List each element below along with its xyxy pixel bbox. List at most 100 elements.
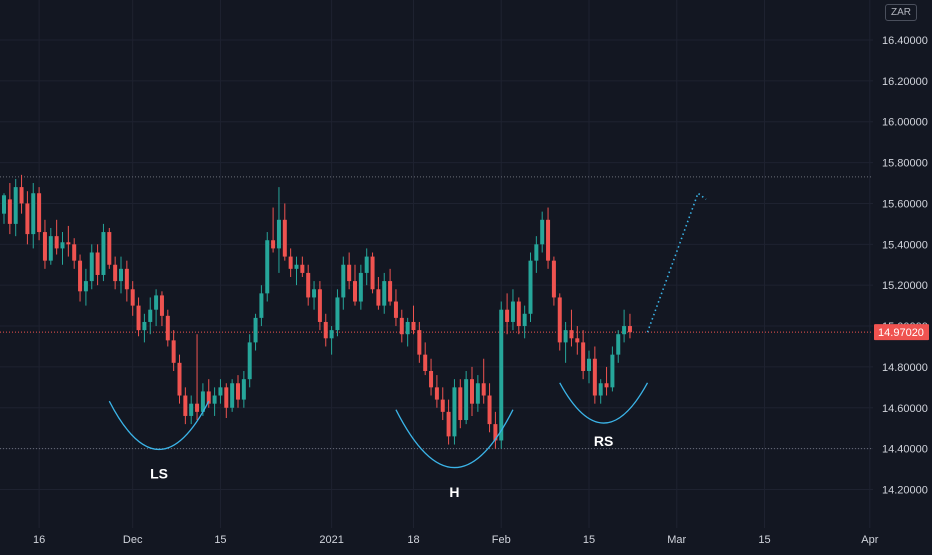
x-tick-label: 15	[214, 534, 226, 546]
y-tick-label: 15.20000	[882, 280, 928, 292]
candle	[534, 236, 539, 273]
candle-body	[347, 264, 352, 282]
candle-body	[306, 272, 311, 298]
candle-body	[212, 395, 217, 404]
y-tick-label: 16.20000	[882, 76, 928, 88]
y-tick-label: 14.40000	[882, 444, 928, 456]
candle	[78, 254, 83, 302]
candle-body	[54, 236, 59, 249]
candle	[592, 346, 597, 404]
candle-body	[271, 240, 276, 249]
candle	[446, 399, 451, 445]
candle	[136, 297, 141, 337]
candle	[183, 387, 188, 425]
candle-body	[317, 289, 322, 322]
candle-body	[294, 264, 299, 269]
candle-body	[563, 330, 568, 343]
candle	[19, 174, 24, 214]
candle-body	[429, 370, 434, 388]
candle	[101, 223, 106, 282]
candle	[627, 313, 632, 339]
currency-button[interactable]: ZAR	[885, 4, 917, 21]
candle-body	[353, 281, 357, 302]
grid-lines	[0, 0, 873, 528]
candle-body	[358, 272, 363, 302]
candle	[195, 334, 200, 421]
candle-body	[154, 295, 159, 310]
candle	[165, 309, 170, 347]
candle-body	[534, 244, 539, 261]
candle-body	[200, 391, 205, 412]
candle-body	[107, 232, 112, 265]
candle-body	[189, 403, 194, 416]
candle-body	[493, 424, 498, 441]
candle-body	[195, 403, 200, 412]
y-tick-label: 15.80000	[882, 158, 928, 170]
candle	[142, 313, 147, 343]
candle-body	[505, 309, 510, 322]
candle	[206, 379, 211, 408]
candle-body	[370, 256, 375, 290]
candle	[376, 277, 381, 310]
rs-curve	[559, 382, 649, 424]
candle-body	[119, 268, 123, 282]
candle-body	[48, 236, 53, 261]
candle	[458, 379, 463, 429]
candle	[119, 256, 123, 294]
candle-body	[598, 383, 603, 396]
h-curve	[395, 409, 514, 468]
candle	[341, 256, 346, 310]
candle	[218, 379, 223, 404]
y-tick-label: 16.40000	[882, 35, 928, 47]
candle	[154, 289, 159, 327]
candle	[604, 366, 609, 396]
candle-body	[587, 358, 591, 371]
candle-body	[393, 301, 398, 318]
candle-body	[434, 387, 439, 400]
x-tick-label: Mar	[667, 534, 686, 546]
candle	[212, 387, 217, 416]
candle-body	[622, 326, 627, 335]
candle	[499, 301, 504, 449]
candle	[230, 379, 235, 412]
candle	[411, 305, 416, 335]
candle-body	[312, 289, 317, 298]
candle	[358, 264, 363, 310]
candle-body	[66, 242, 71, 245]
x-tick-label: 16	[33, 534, 45, 546]
candle-body	[575, 338, 580, 343]
candle-body	[101, 232, 106, 275]
candle	[423, 342, 428, 376]
y-tick-label: 15.60000	[882, 198, 928, 210]
candle-body	[171, 340, 176, 363]
candle	[575, 326, 580, 355]
candle	[54, 219, 59, 255]
candle-body	[72, 244, 77, 261]
candle-body	[2, 195, 6, 214]
x-tick-label: 15	[758, 534, 770, 546]
candle	[294, 256, 299, 286]
candle-body	[136, 305, 141, 331]
candle	[622, 309, 627, 343]
candle	[276, 187, 281, 273]
candle	[265, 232, 270, 302]
y-tick-label: 14.80000	[882, 362, 928, 374]
candle	[353, 264, 357, 306]
candle-body	[142, 321, 147, 331]
candle	[434, 375, 439, 408]
candle	[236, 375, 240, 408]
candle	[271, 207, 276, 253]
candle-body	[440, 399, 445, 412]
candle-body	[253, 317, 258, 343]
candle	[72, 238, 77, 269]
candle	[516, 297, 521, 335]
candle-body	[487, 395, 492, 425]
candle-body	[31, 193, 36, 235]
candle	[171, 330, 176, 371]
candle	[481, 358, 486, 404]
candle-body	[446, 411, 451, 437]
x-tick-label: 18	[407, 534, 419, 546]
candle-body	[37, 193, 42, 233]
